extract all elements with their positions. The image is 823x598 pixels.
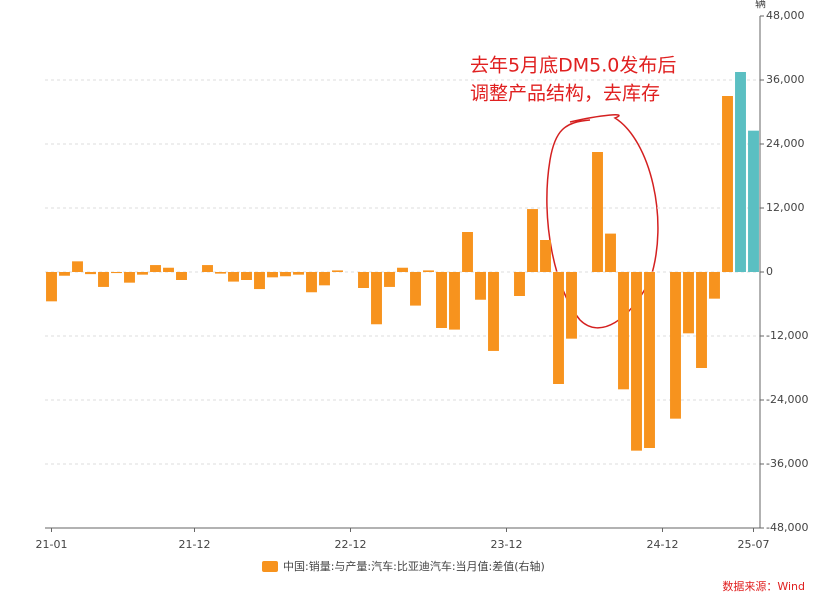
legend-swatch bbox=[262, 561, 278, 572]
y-tick-label: 12,000 bbox=[766, 201, 805, 214]
bar bbox=[306, 272, 317, 293]
bar bbox=[98, 272, 109, 287]
y-unit: 辆 bbox=[755, 0, 766, 10]
x-tick-label: 22-12 bbox=[335, 538, 367, 551]
y-tick-label: 0 bbox=[766, 265, 773, 278]
bar bbox=[631, 272, 642, 451]
bar bbox=[241, 272, 252, 280]
bar bbox=[176, 272, 187, 280]
y-tick-label: 36,000 bbox=[766, 73, 805, 86]
bar bbox=[397, 267, 408, 272]
bar bbox=[553, 272, 564, 384]
y-tick-label: -48,000 bbox=[766, 521, 808, 534]
y-tick-label: -36,000 bbox=[766, 457, 808, 470]
bar bbox=[592, 152, 603, 272]
annotation: 调整产品结构，去库存 bbox=[470, 83, 660, 105]
bar bbox=[332, 270, 343, 272]
bar bbox=[163, 267, 174, 272]
bar bbox=[527, 209, 538, 272]
annotation: 去年5月底DM5.0发布后 bbox=[470, 55, 676, 77]
bar bbox=[319, 272, 330, 286]
bar bbox=[618, 272, 629, 390]
circle-annotation bbox=[546, 114, 659, 329]
bar bbox=[46, 272, 57, 302]
bar bbox=[423, 270, 434, 272]
bar bbox=[722, 96, 733, 272]
bar bbox=[514, 272, 525, 296]
x-tick-label: 25-07 bbox=[738, 538, 770, 551]
source: 数据来源：Wind bbox=[722, 579, 805, 593]
bar bbox=[59, 272, 70, 276]
bar bbox=[488, 272, 499, 351]
bar bbox=[410, 272, 421, 306]
bar bbox=[280, 272, 291, 277]
bar bbox=[709, 272, 720, 299]
bar bbox=[202, 265, 213, 272]
x-tick-label: 23-12 bbox=[491, 538, 523, 551]
bar bbox=[137, 272, 148, 275]
y-tick-label: -24,000 bbox=[766, 393, 808, 406]
bar bbox=[566, 272, 577, 339]
bar bbox=[670, 272, 681, 419]
x-tick-label: 21-01 bbox=[36, 538, 68, 551]
bar bbox=[150, 265, 161, 272]
x-tick-label: 21-12 bbox=[179, 538, 211, 551]
bar bbox=[215, 272, 226, 274]
bar bbox=[72, 261, 83, 272]
bar bbox=[644, 272, 655, 448]
bar bbox=[540, 240, 551, 272]
bar bbox=[449, 272, 460, 330]
bar bbox=[124, 272, 135, 283]
y-tick-label: -12,000 bbox=[766, 329, 808, 342]
bar bbox=[748, 130, 759, 272]
bar bbox=[462, 232, 473, 272]
bar bbox=[436, 272, 447, 328]
y-tick-label: 24,000 bbox=[766, 137, 805, 150]
y-tick-label: 48,000 bbox=[766, 9, 805, 22]
bar bbox=[371, 272, 382, 325]
bar bbox=[358, 272, 369, 288]
x-tick-label: 24-12 bbox=[647, 538, 679, 551]
bar bbox=[696, 272, 707, 368]
bar bbox=[384, 272, 395, 287]
bar bbox=[228, 272, 239, 282]
bar bbox=[475, 272, 486, 300]
bar bbox=[267, 272, 278, 278]
bar bbox=[111, 272, 122, 274]
bar bbox=[85, 272, 96, 275]
bar bbox=[293, 272, 304, 275]
bar bbox=[605, 233, 616, 272]
bar bbox=[254, 272, 265, 290]
bar bbox=[735, 72, 746, 272]
legend-label: 中国:销量:与产量:汽车:比亚迪汽车:当月值:差值(右轴) bbox=[283, 559, 545, 573]
bar bbox=[683, 272, 694, 334]
